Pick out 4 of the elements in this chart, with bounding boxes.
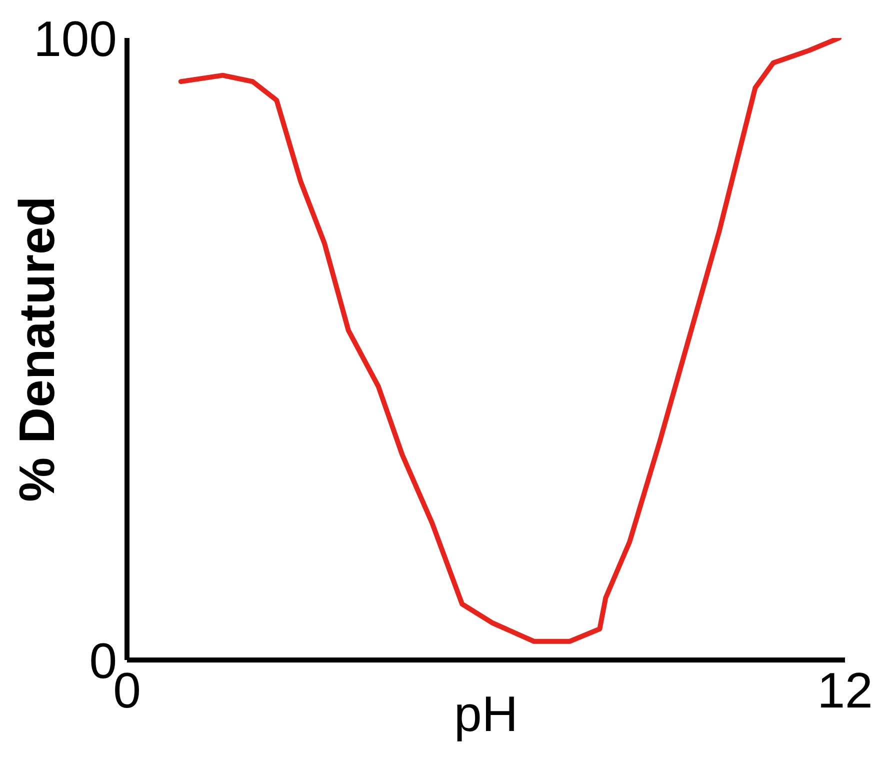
x-axis-title: pH bbox=[454, 686, 518, 742]
x-tick-label: 12 bbox=[817, 662, 873, 718]
y-axis-title: % Denatured bbox=[8, 196, 65, 502]
y-tick-label: 100 bbox=[34, 10, 117, 67]
